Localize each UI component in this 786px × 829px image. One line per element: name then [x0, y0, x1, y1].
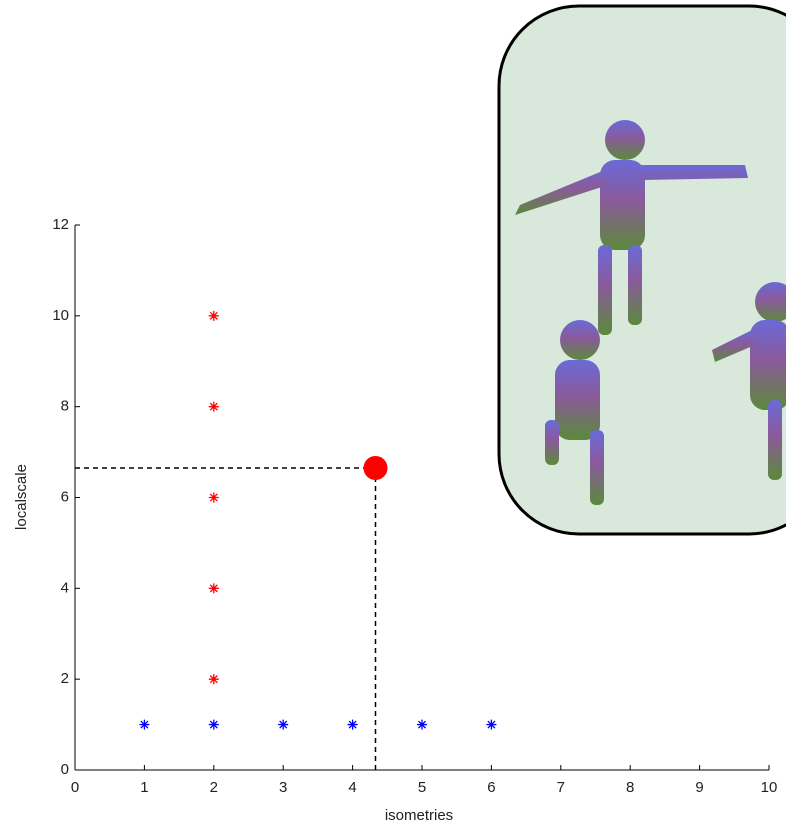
y-tick-label: 12	[52, 216, 69, 233]
x-tick-label: 3	[279, 779, 287, 796]
scatter-point	[209, 311, 219, 321]
highlight-point	[364, 456, 388, 480]
x-tick-label: 1	[140, 779, 148, 796]
x-tick-label: 5	[418, 779, 426, 796]
scatter-point	[139, 720, 149, 730]
scatter-point	[278, 720, 288, 730]
scatter-point	[209, 583, 219, 593]
y-tick-label: 10	[52, 307, 69, 324]
scatter-point	[209, 493, 219, 503]
x-tick-label: 10	[761, 779, 778, 796]
scatter-point	[209, 402, 219, 412]
page: {"chart_data": {"type": "scatter", "xlab…	[0, 0, 786, 829]
inset	[499, 6, 786, 534]
x-tick-label: 2	[210, 779, 218, 796]
scatter-point	[348, 720, 358, 730]
x-tick-label: 7	[557, 779, 565, 796]
x-axis-label: isometries	[385, 807, 453, 824]
y-tick-label: 0	[61, 761, 69, 778]
x-tick-label: 8	[626, 779, 634, 796]
scatter-point	[209, 720, 219, 730]
y-tick-label: 6	[61, 488, 69, 505]
scatter-point	[486, 720, 496, 730]
x-tick-label: 0	[71, 779, 79, 796]
y-tick-label: 4	[61, 579, 69, 596]
x-tick-label: 6	[487, 779, 495, 796]
x-tick-label: 4	[348, 779, 356, 796]
y-axis-label: localscale	[13, 464, 30, 530]
chart: isometries localscale 012345678910024681…	[0, 0, 786, 829]
y-tick-label: 8	[61, 398, 69, 415]
x-tick-label: 9	[695, 779, 703, 796]
scatter-point	[417, 720, 427, 730]
y-tick-label: 2	[61, 670, 69, 687]
scatter-point	[209, 674, 219, 684]
